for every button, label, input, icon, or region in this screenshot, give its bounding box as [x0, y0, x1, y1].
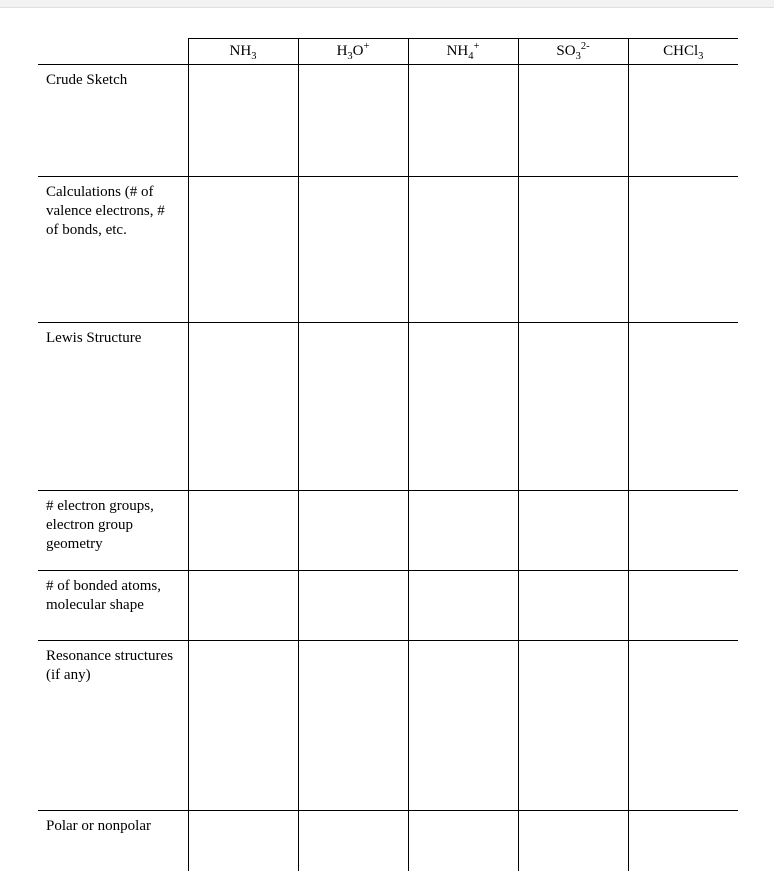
column-header-h3o: H3O+	[298, 39, 408, 65]
row-polar-nonpolar: Polar or nonpolar	[38, 811, 738, 871]
cell	[518, 811, 628, 871]
cell	[628, 571, 738, 641]
row-label-polar-nonpolar: Polar or nonpolar	[38, 811, 188, 871]
cell	[298, 491, 408, 571]
row-calculations: Calculations (# of valence electrons, # …	[38, 177, 738, 323]
row-label-lewis-structure: Lewis Structure	[38, 323, 188, 491]
cell	[188, 323, 298, 491]
cell	[518, 65, 628, 177]
column-header-nh3: NH3	[188, 39, 298, 65]
row-label-bonded-atoms: # of bonded atoms, molecular shape	[38, 571, 188, 641]
header-blank-corner	[38, 39, 188, 65]
cell	[518, 491, 628, 571]
cell	[408, 177, 518, 323]
row-label-crude-sketch: Crude Sketch	[38, 65, 188, 177]
cell	[298, 571, 408, 641]
column-header-nh4: NH4+	[408, 39, 518, 65]
row-resonance: Resonance structures (if any)	[38, 641, 738, 811]
cell	[518, 571, 628, 641]
cell	[408, 65, 518, 177]
cell	[298, 811, 408, 871]
cell	[298, 65, 408, 177]
row-lewis-structure: Lewis Structure	[38, 323, 738, 491]
cell	[628, 491, 738, 571]
row-electron-groups: # electron groups, electron group geomet…	[38, 491, 738, 571]
cell	[298, 323, 408, 491]
row-label-calculations: Calculations (# of valence electrons, # …	[38, 177, 188, 323]
cell	[408, 811, 518, 871]
row-bonded-atoms: # of bonded atoms, molecular shape	[38, 571, 738, 641]
row-label-resonance: Resonance structures (if any)	[38, 641, 188, 811]
cell	[408, 491, 518, 571]
column-header-so3: SO32-	[518, 39, 628, 65]
cell	[408, 323, 518, 491]
cell	[188, 641, 298, 811]
page-content: NH3 H3O+ NH4+ SO32- CHCl3 Crude Sketch C…	[0, 8, 774, 871]
cell	[628, 65, 738, 177]
cell	[408, 641, 518, 811]
cell	[188, 177, 298, 323]
cell	[628, 811, 738, 871]
header-row: NH3 H3O+ NH4+ SO32- CHCl3	[38, 39, 738, 65]
window-top-bar	[0, 0, 774, 8]
cell	[628, 177, 738, 323]
cell	[518, 641, 628, 811]
cell	[188, 491, 298, 571]
molecule-worksheet-table: NH3 H3O+ NH4+ SO32- CHCl3 Crude Sketch C…	[38, 38, 738, 871]
column-header-chcl3: CHCl3	[628, 39, 738, 65]
cell	[518, 177, 628, 323]
cell	[518, 323, 628, 491]
row-label-electron-groups: # electron groups, electron group geomet…	[38, 491, 188, 571]
row-crude-sketch: Crude Sketch	[38, 65, 738, 177]
cell	[298, 177, 408, 323]
table-body: Crude Sketch Calculations (# of valence …	[38, 65, 738, 871]
cell	[628, 323, 738, 491]
cell	[408, 571, 518, 641]
cell	[188, 65, 298, 177]
cell	[298, 641, 408, 811]
cell	[628, 641, 738, 811]
cell	[188, 811, 298, 871]
cell	[188, 571, 298, 641]
